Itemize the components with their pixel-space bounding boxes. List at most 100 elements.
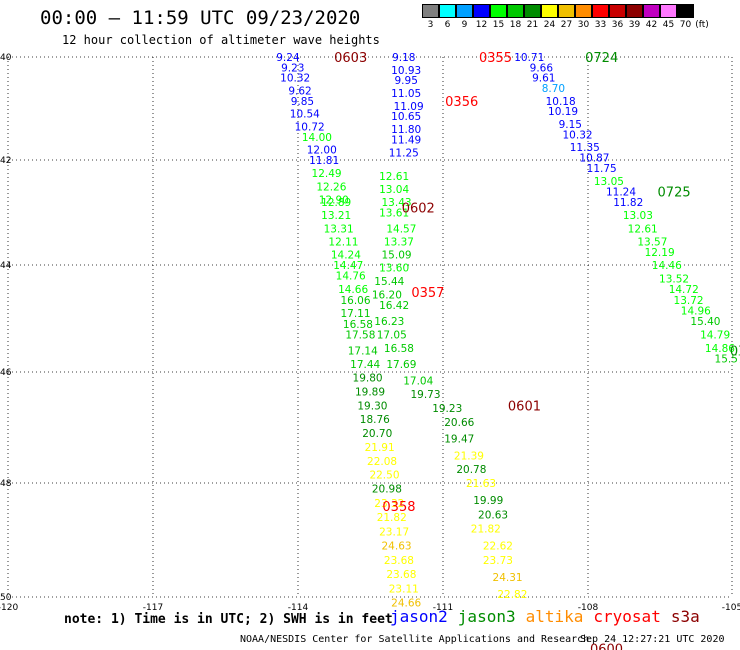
wave-height-value: 9.23 (281, 62, 304, 74)
wave-height-value: 24.63 (382, 541, 412, 553)
wave-height-value: 10.18 (546, 96, 576, 108)
wave-height-value: 23.11 (389, 583, 419, 595)
wave-height-value: 20.63 (478, 509, 508, 521)
wave-height-value: 22.08 (367, 456, 397, 468)
wave-height-value: 12.19 (645, 247, 675, 259)
wave-height-value: 19.23 (432, 403, 462, 415)
axis-labels: 40 42 44 46 48 50-120 -117 -114 -111 -108 -105 (0, 53, 740, 613)
wave-height-value: 23.73 (483, 555, 513, 567)
wave-height-value: 8.70 (542, 83, 565, 95)
scale-label: 12 (475, 20, 488, 30)
wave-height-value: 14.79 (700, 330, 730, 342)
pass-time-label: 0358 (382, 500, 415, 515)
scale-label: 27 (560, 20, 573, 30)
page-subtitle: 12 hour collection of altimeter wave hei… (62, 33, 380, 47)
lat-tick-label: 44 (0, 261, 12, 271)
scale-label: 30 (577, 20, 590, 30)
wave-height-value: 12.11 (328, 236, 358, 248)
wave-height-value: 9.61 (532, 73, 555, 85)
pass-time-label: 0602 (402, 201, 435, 216)
satellite-legend: jason2 jason3 altika cryosat s3a (390, 607, 710, 626)
pass-time-label: 0355 (479, 51, 512, 66)
wave-height-value: 13.60 (379, 263, 409, 275)
scale-swatch (575, 4, 592, 18)
lat-tick-label: 46 (0, 368, 12, 378)
wave-height-value: 13.72 (674, 295, 704, 307)
scale-swatch (677, 4, 694, 18)
scale-swatch (592, 4, 609, 18)
wave-height-value: 13.31 (324, 223, 354, 235)
wave-height-value: 12.00 (307, 145, 337, 157)
wave-height-value: 12.61 (379, 171, 409, 183)
wave-height-value: 22.82 (497, 589, 527, 601)
scale-label: 6 (444, 20, 451, 30)
scale-label: 18 (509, 20, 522, 30)
wave-height-value: 9.18 (392, 52, 415, 64)
wave-height-value: 13.43 (382, 197, 412, 209)
wave-height-value: 21.91 (365, 442, 395, 454)
units-note: note: 1) Time is in UTC; 2) SWH is in fe… (64, 612, 393, 627)
wave-height-value: 13.37 (384, 236, 414, 248)
scale-label: 70 (679, 20, 692, 30)
wave-height-value: 22.50 (369, 470, 399, 482)
wave-height-value: 19.89 (355, 386, 385, 398)
scale-swatch (422, 4, 439, 18)
wave-height-value: 16.42 (379, 300, 409, 312)
lon-tick-label: -108 (578, 603, 599, 613)
generation-timestamp: Sep 24 12:27:21 UTC 2020 (580, 634, 725, 645)
wave-height-value: 16.23 (374, 316, 404, 328)
wave-height-value: 20.66 (444, 417, 474, 429)
wave-height-value: 19.30 (357, 400, 387, 412)
wave-height-value: 14.47 (333, 260, 363, 272)
pass-time-labels: 0603 0602 0601 0600 0355 0356 0357 0358 0724 0725… (334, 51, 740, 650)
wave-height-value: 17.04 (403, 375, 433, 387)
wave-height-value: 15.57 (715, 354, 740, 366)
wave-height-value: 19.47 (444, 434, 474, 446)
wave-height-value: 22.62 (483, 541, 513, 553)
wave-height-value: 10.93 (391, 65, 421, 77)
wave-height-value: 11.25 (389, 147, 419, 159)
wave-height-value: 14.46 (652, 260, 682, 272)
pass-time-label: 0725 (658, 186, 691, 201)
scale-label: 15 (492, 20, 505, 30)
legend-jason2: jason2 (390, 607, 448, 626)
wave-height-value: 12.49 (312, 168, 342, 180)
wave-height-value: 13.57 (637, 236, 667, 248)
lat-tick-label: 50 (0, 593, 12, 603)
wave-height-value: 9.62 (288, 85, 311, 97)
wave-height-value: 16.58 (384, 343, 414, 355)
wave-height-value: 11.05 (391, 88, 421, 100)
wave-height-value: 10.71 (514, 52, 544, 64)
wave-height-value: 12.26 (316, 181, 346, 193)
lon-tick-label: -111 (433, 603, 453, 613)
wave-height-value: 19.80 (353, 373, 383, 385)
wave-height-value: 17.05 (377, 330, 407, 342)
wave-height-value: 17.69 (386, 359, 416, 371)
lon-tick-label: -117 (143, 603, 163, 613)
scale-unit: (ft) (695, 20, 709, 30)
wave-height-value: 17.58 (345, 330, 375, 342)
lon-tick-label: -105 (722, 603, 740, 613)
wave-height-value: 11.80 (391, 124, 421, 136)
wave-height-value: 17.44 (350, 359, 380, 371)
scale-label: 3 (427, 20, 434, 30)
wave-height-value: 11.81 (309, 155, 339, 167)
wave-height-value: 17.14 (348, 346, 378, 358)
wave-height-value: 16.06 (340, 295, 370, 307)
wave-height-value: 16.58 (343, 319, 373, 331)
pass-time-label: 0357 (411, 286, 444, 301)
wave-height-value: 9.15 (559, 119, 582, 131)
scale-swatch (439, 4, 456, 18)
scale-label: 24 (543, 20, 556, 30)
legend-cryosat: cryosat (593, 607, 661, 626)
wave-height-value: 12.90 (319, 194, 349, 206)
scale-swatch (660, 4, 677, 18)
wave-height-value: 14.96 (681, 305, 711, 317)
wave-height-value: 24.66 (391, 598, 421, 610)
wave-height-value: 17.11 (340, 308, 370, 320)
wave-height-value: 11.09 (394, 101, 424, 113)
scale-label: 9 (461, 20, 468, 30)
wave-height-value: 21.82 (471, 524, 501, 536)
scale-swatch (490, 4, 507, 18)
